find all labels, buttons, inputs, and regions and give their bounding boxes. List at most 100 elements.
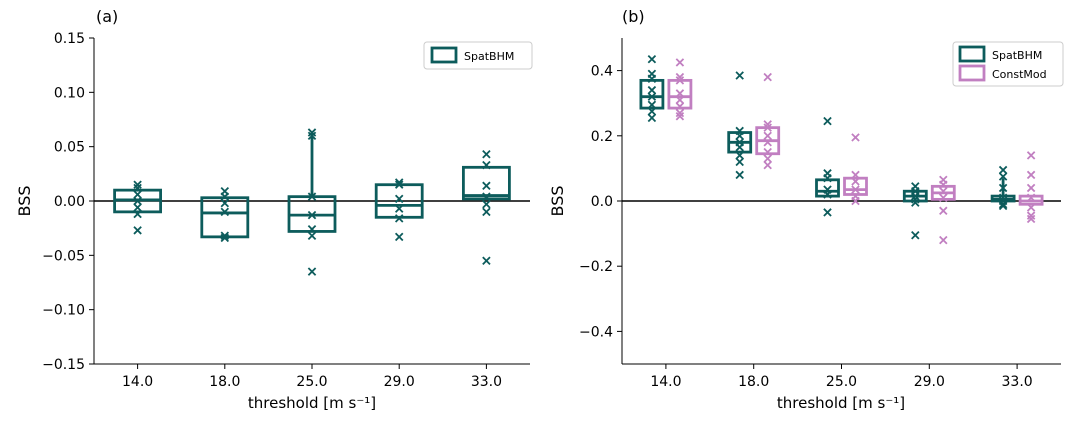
panel-b-spatbhm-point [647,85,657,95]
panel-b-y-tick-label: 0.4 [591,64,613,80]
panel-b-constmod-point [763,138,772,147]
panel-a-spatbhm-point [220,207,230,217]
panel-b-constmod-point [1026,183,1036,193]
panel-a-y-tick-label: 0.05 [54,140,85,156]
panel-b-spatbhm-point [823,173,832,183]
panel-a-y-tick-label: 0.10 [54,85,85,101]
panel-b-constmod-point [851,196,860,206]
panel-a-x-tick-label: 14.0 [122,374,153,390]
panel-a-spatbhm-point [482,207,491,217]
panel-a-spatbhm-point [394,204,404,213]
panel-b-y-tick-label: −0.4 [579,324,613,340]
panel-a-y-tick-label: −0.05 [42,248,85,264]
panel-a-spatbhm-box [461,165,511,201]
panel-b-constmod-point [763,72,772,82]
panel-a-legend-label-spatbhm: SpatBHM [464,50,514,63]
panel-b-spatbhm-box [815,178,840,198]
panel-b-spatbhm-point [735,151,744,160]
panel-b-spatbhm-point [647,54,657,64]
panel-b-constmod-point [1026,151,1036,160]
panel-b-spatbhm-point [823,208,832,217]
panel-b-x-tick-label: 18.0 [738,374,769,390]
panel-b-spatbhm-point [735,131,744,141]
panel-b-spatbhm-point [735,71,744,80]
panel-a-spatbhm-point [133,180,142,189]
panel-b-spatbhm-point [998,200,1008,209]
panel-a-y-tick-label: −0.10 [42,303,85,319]
panel-a-spatbhm-point [482,256,491,266]
panel-b-constmod-point [763,120,772,129]
panel-a-spatbhm-point [482,160,491,170]
panel-a-spatbhm-point [394,194,404,204]
panel-a-spatbhm-point [482,192,491,201]
panel-b-spatbhm-point [911,195,920,204]
panel-a-spatbhm-point [482,150,491,159]
panel-b-y-tick-label: −0.2 [579,259,613,275]
panel-b-spatbhm-point [647,92,657,101]
panel-b-constmod-point [675,89,685,98]
panel-a-marks: −0.15 −0.10 −0.05 0.00 0.05 0.10 0.15 14.0 18.0 2… [42,31,530,390]
panel-a-y-axis-label: BSS [15,185,34,216]
panel-b-spatbhm-point [998,183,1008,193]
panel-b-spatbhm-point [735,142,744,152]
panel-a-x-tick-label: 29.0 [384,374,415,390]
panel-a-spatbhm-point [307,225,317,234]
panel-b-spatbhm-point [647,107,657,116]
panel-b-constmod-point [851,177,860,186]
panel-b-label: (b) [622,7,645,26]
panel-a-spatbhm-point [307,131,317,141]
panel-b-constmod-point [763,123,772,132]
panel-a-spatbhm-point [394,180,404,189]
panel-a-spatbhm-point [394,178,404,187]
panel-b-constmod-point [851,133,860,142]
panel-a-x-tick-label: 25.0 [296,374,327,390]
panel-b-constmod-point [851,185,860,194]
panel-b-legend-frame [952,41,1064,87]
panel-b-spatbhm-point [911,230,920,240]
panel-b-constmod-point [1026,170,1036,180]
panel-b-y-axis-label: BSS [548,185,567,216]
panel-b-constmod-point [675,112,685,121]
panel-b-x-axis-label: threshold [m s⁻¹] [777,394,905,412]
panel-b-spatbhm-point [647,100,657,110]
panel-b-constmod-box [843,176,868,196]
panel-b-x-tick-label: 29.0 [914,374,945,390]
panel-a-spatbhm-point [394,232,404,242]
panel-b-constmod-point [675,58,685,67]
panel-b-legend-swatch-constmod [958,64,986,82]
panel-b-constmod-point [1026,193,1036,202]
panel-b-constmod-point [939,193,948,202]
panel-a-spatbhm-point [220,192,230,201]
panel-a-spatbhm-point [307,267,317,276]
panel-a-y-tick-label: −0.15 [42,357,85,373]
panel-b-y-tick-label: 0.2 [591,129,613,145]
panel-b-legend: SpatBHM ConstMod [952,41,1064,87]
panel-a-x-axis-label: threshold [m s⁻¹] [248,394,376,412]
panel-b-constmod-point [1026,214,1036,224]
panel-b-legend-swatch-spatbhm [958,45,986,63]
panel-b-constmod-point [1026,211,1036,220]
panel-a-spatbhm-point [220,233,230,243]
panel-a-spatbhm-point [307,128,317,137]
panel-b-x-tick-label: 33.0 [1002,374,1033,390]
panel-b-x-tick-label: 25.0 [826,374,857,390]
panel-b-x-tick-label: 14.0 [650,374,681,390]
panel-a: (a) BSS threshold [m s⁻¹] −0.15 −0.10 −0.0… [15,7,533,412]
panel-a-x-tick-label: 18.0 [209,374,240,390]
panel-b-constmod-point [675,108,685,118]
panel-a-spatbhm-point [482,200,491,209]
panel-b-spatbhm-point [911,191,920,201]
panel-a-spatbhm-point [307,192,317,201]
panel-a-spatbhm-point [133,190,142,199]
panel-b-constmod-point [763,160,772,170]
panel-b-constmod-point [675,72,685,82]
panel-b-spatbhm-point [647,74,657,83]
panel-b-constmod-point [675,95,685,105]
panel-b-constmod-point [939,180,948,189]
panel-b-spatbhm-box [639,78,665,110]
panel-b-constmod-point [939,235,948,245]
panel-b-y-tick-label: 0.0 [591,194,613,210]
panel-b-legend-label-spatbhm: SpatBHM [992,49,1042,62]
panel-b-marks: −0.4 −0.2 0.0 0.2 0.4 14.0 18.0 25.0 29.0 33.0 [579,38,1061,390]
